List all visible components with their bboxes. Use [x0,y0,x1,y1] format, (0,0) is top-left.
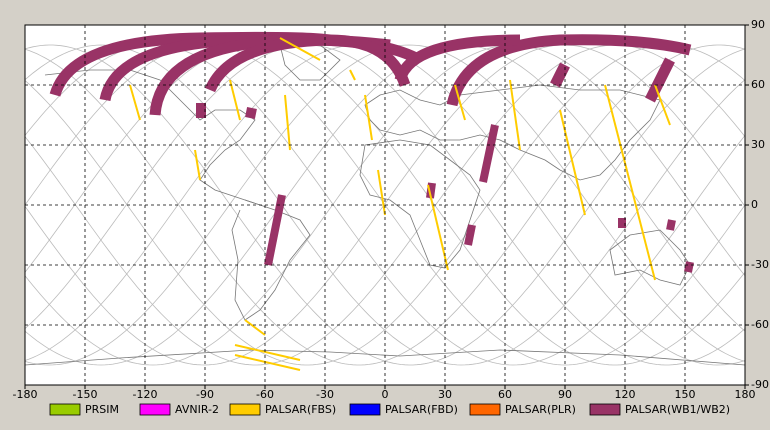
y-tick-label: 30 [751,138,765,151]
x-tick-label: 30 [438,388,452,401]
swath [604,84,656,281]
swath [234,344,301,361]
y-tick-label: -60 [751,318,769,331]
swath [234,354,301,371]
axes: -180 -150 -120 -90 -60 -30 0 30 60 90 120 150 180 90 6… [13,18,769,401]
coast-africa [359,139,481,269]
swath [129,84,141,121]
orbit-track [24,44,746,366]
legend-swatch [589,403,621,416]
legend: PRSIM AVNIR-2 PALSAR(FBS) PALSAR(FBD) PALSAR… [49,403,730,416]
swath [559,109,586,216]
legend-swatch [349,403,381,416]
x-tick-label: 0 [382,388,389,401]
swath [244,319,266,336]
swath [279,37,321,61]
y-tick-label: 0 [751,198,758,211]
x-tick-label: -90 [196,388,214,401]
x-tick-label: 90 [558,388,572,401]
legend-swatch [49,403,81,416]
swath [349,69,356,81]
frame [24,24,746,386]
swath [194,149,201,181]
swath [284,94,291,151]
x-tick-label: -30 [316,388,334,401]
swath [464,224,476,246]
swath [264,194,286,266]
y-tick-label: 90 [751,18,765,31]
legend-label: PALSAR(FBS) [265,403,336,416]
legend-label: PALSAR(PLR) [505,403,576,416]
swath [204,34,411,93]
legend-swatch [229,403,261,416]
coast-south-america [231,199,311,321]
coastlines [24,44,746,366]
legend-label: AVNIR-2 [175,403,219,416]
x-tick-label: -120 [133,388,158,401]
legend-label: PALSAR(FBD) [385,403,458,416]
coast-antarctica [24,349,746,366]
legend-label: PALSAR(WB1/WB2) [625,403,730,416]
coast-north-america [44,69,261,206]
y-tick-label: -90 [751,378,769,391]
x-tick-label: 150 [675,388,696,401]
swath [654,84,671,126]
coast-australia [609,229,691,286]
swath [364,94,373,141]
y-tick-label: 60 [751,78,765,91]
swath [550,62,570,88]
swath [645,57,675,103]
swath [454,84,466,121]
swath [245,107,257,119]
x-tick-label: -180 [13,388,38,401]
y-tick-label: -30 [751,258,769,271]
swath [377,169,386,216]
swath [394,34,521,82]
x-tick-label: -150 [73,388,98,401]
swath [229,79,241,121]
legend-swatch [139,403,171,416]
legend-label: PRSIM [85,403,119,416]
swath [684,261,694,273]
x-tick-label: 60 [498,388,512,401]
wb-swaths [49,31,694,273]
swath [666,219,676,231]
swath [479,124,499,183]
x-tick-label: -60 [256,388,274,401]
x-tick-label: 180 [735,388,756,401]
swath [446,34,692,107]
legend-swatch [469,403,501,416]
swath [509,79,521,151]
x-tick-label: 120 [615,388,636,401]
